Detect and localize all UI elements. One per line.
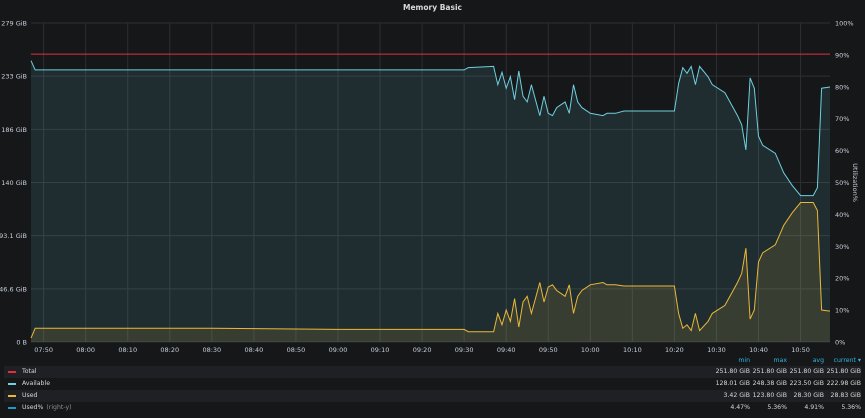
- legend-series-name: Used: [22, 392, 38, 399]
- legend-value-avg: 28.30 GiB: [793, 392, 824, 399]
- legend-header-current[interactable]: current ▾: [824, 355, 861, 366]
- legend-series-name: Total: [22, 368, 37, 375]
- legend-value-max: 5.36%: [767, 404, 787, 411]
- legend-header-max[interactable]: max: [773, 357, 787, 364]
- x-tick-label: 09:50: [539, 346, 558, 354]
- y-right-tick-label: 20%: [835, 275, 849, 283]
- x-tick-label: 10:20: [665, 346, 684, 354]
- legend-swatch: [8, 371, 16, 373]
- series-line-available: [30, 60, 831, 197]
- legend-table: min max avg current ▾ Total 251.80 GiB 251…: [4, 355, 861, 414]
- legend-header-min[interactable]: min: [738, 357, 750, 364]
- sort-chevron-icon: ▾: [857, 357, 861, 364]
- x-tick-label: 09:00: [329, 346, 348, 354]
- y-left-tick-label: 46.6 GiB: [0, 285, 27, 293]
- x-axis: 07:50 08:00 08:10 08:20 08:30 08:40 08:50 09:00…: [34, 346, 810, 354]
- y-right-tick-label: 30%: [835, 243, 849, 251]
- x-tick-label: 10:00: [581, 346, 600, 354]
- right-y-axis: 0% 10% 20% 30% 40% 50% 60% 70% 80% 90% 100% Utiliza…: [835, 20, 859, 347]
- x-tick-label: 10:30: [707, 346, 726, 354]
- x-tick-label: 08:40: [245, 346, 264, 354]
- x-tick-label: 08:20: [160, 346, 179, 354]
- x-tick-label: 09:30: [455, 346, 474, 354]
- legend-header-avg[interactable]: avg: [812, 357, 824, 364]
- x-tick-label: 08:00: [76, 346, 95, 354]
- y-right-tick-label: 60%: [835, 147, 849, 155]
- y-right-tick-label: 10%: [835, 307, 849, 315]
- legend-header-current-label: current: [833, 357, 856, 364]
- legend-value-max: 248.38 GiB: [752, 380, 787, 387]
- legend-value-current: 5.36%: [841, 404, 861, 411]
- x-tick-label: 10:50: [791, 346, 810, 354]
- x-tick-label: 10:10: [623, 346, 642, 354]
- legend-series-name: Available: [22, 380, 51, 387]
- legend-series-name: Used% (right-y): [22, 404, 72, 411]
- y-right-tick-label: 90%: [835, 51, 849, 59]
- x-tick-label: 08:10: [118, 346, 137, 354]
- x-tick-label: 09:10: [371, 346, 390, 354]
- x-tick-label: 08:50: [287, 346, 306, 354]
- y-right-tick-label: 80%: [835, 83, 849, 91]
- legend-value-min: 4.47%: [730, 404, 750, 411]
- legend-swatch: [8, 383, 16, 385]
- y-right-tick-label: 100%: [835, 20, 854, 28]
- legend-value-min: 3.42 GiB: [723, 392, 750, 399]
- x-tick-label: 08:30: [202, 346, 221, 354]
- y-left-tick-label: 140 GiB: [1, 179, 27, 187]
- memory-chart: 0 B 46.6 GiB 93.1 GiB 140 GiB 186 GiB 233 GiB…: [0, 20, 859, 355]
- y-left-tick-label: 186 GiB: [1, 126, 27, 134]
- panel-title: Memory Basic: [403, 3, 462, 12]
- legend-row-available[interactable]: Available 128.01 GiB 248.38 GiB 223.50 GiB 2…: [4, 378, 861, 390]
- y-left-tick-label: 279 GiB: [1, 20, 27, 28]
- legend-value-avg: 251.80 GiB: [789, 368, 824, 375]
- legend-row-total[interactable]: Total 251.80 GiB 251.80 GiB 251.80 GiB 251.8…: [4, 366, 861, 378]
- legend-value-avg: 4.91%: [804, 404, 824, 411]
- legend-value-max: 123.80 GiB: [752, 392, 787, 399]
- y-left-tick-label: 233 GiB: [1, 73, 27, 81]
- legend-value-current: 222.98 GiB: [826, 380, 861, 387]
- y-right-tick-label: 40%: [835, 211, 849, 219]
- legend-value-current: 28.83 GiB: [830, 392, 861, 399]
- legend-value-max: 251.80 GiB: [752, 368, 787, 375]
- chart-grid: [31, 22, 830, 343]
- x-tick-label: 09:20: [413, 346, 432, 354]
- x-tick-label: 07:50: [34, 346, 53, 354]
- legend-value-avg: 223.50 GiB: [789, 380, 824, 387]
- series-area-used: [31, 202, 830, 342]
- y-left-tick-label: 93.1 GiB: [0, 232, 27, 240]
- x-tick-label: 09:40: [497, 346, 516, 354]
- y-right-tick-label: 70%: [835, 115, 849, 123]
- left-y-axis: 0 B 46.6 GiB 93.1 GiB 140 GiB 186 GiB 233 GiB…: [0, 20, 27, 347]
- legend-header: min max avg current ▾: [4, 355, 861, 366]
- legend-row-used[interactable]: Used 3.42 GiB 123.80 GiB 28.30 GiB 28.83 GiB: [4, 390, 861, 402]
- chart-series: [30, 53, 831, 342]
- legend-row-used-pct[interactable]: Used% (right-y) 4.47% 5.36% 4.91% 5.36%: [4, 402, 861, 414]
- y-right-tick-label: 0%: [835, 339, 845, 347]
- y-right-axis-label: Utilization%: [851, 163, 859, 202]
- x-tick-label: 10:40: [749, 346, 768, 354]
- legend-series-axis-note: (right-y): [46, 404, 72, 411]
- legend-swatch: [8, 395, 16, 397]
- legend-swatch: [8, 407, 16, 409]
- y-right-tick-label: 50%: [835, 179, 849, 187]
- legend-value-min: 251.80 GiB: [715, 368, 750, 375]
- legend-value-current: 251.80 GiB: [826, 368, 861, 375]
- legend-value-min: 128.01 GiB: [715, 380, 750, 387]
- series-area-available: [31, 60, 830, 342]
- y-left-tick-label: 0 B: [16, 339, 27, 347]
- series-line-used: [30, 202, 831, 339]
